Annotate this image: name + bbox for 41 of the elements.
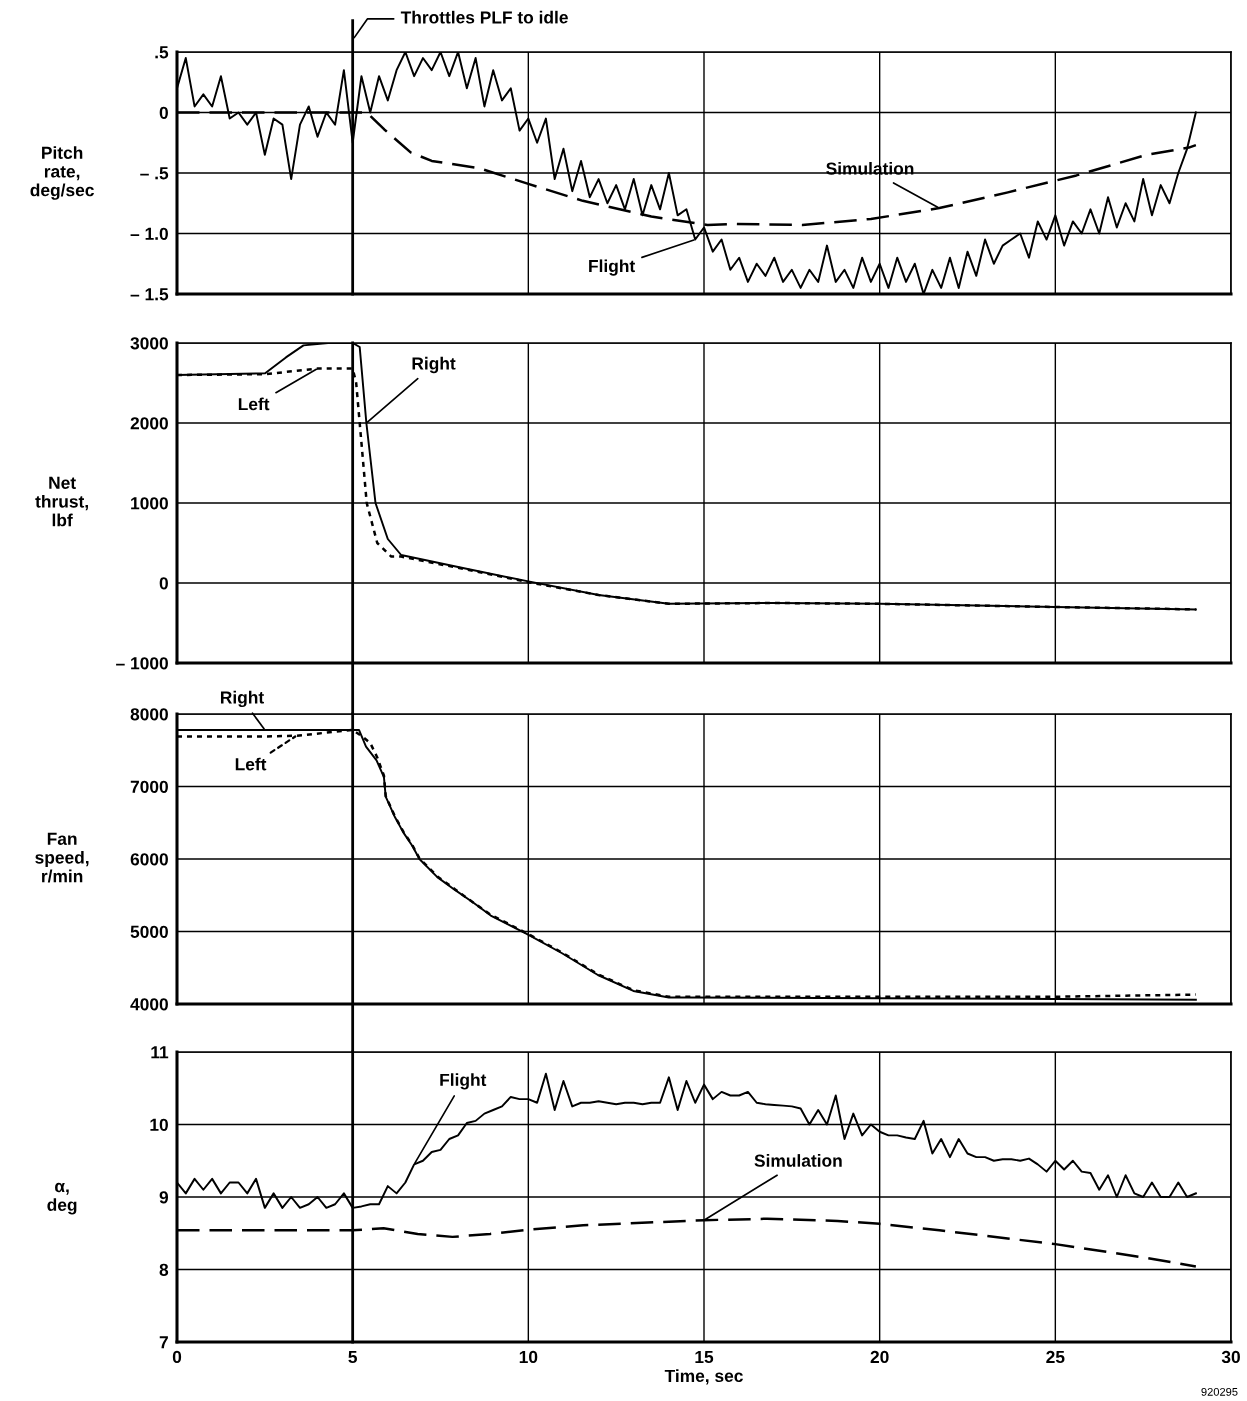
y-tick-label: 8: [159, 1263, 169, 1276]
y-tick-label: 0: [159, 106, 168, 119]
y-axis-title: α, deg: [47, 1182, 77, 1215]
y-tick-label: 9: [159, 1191, 169, 1204]
y-tick-label: – 1.0: [130, 227, 168, 240]
x-tick-label: 25: [1046, 1350, 1065, 1364]
x-tick-label: 0: [172, 1350, 182, 1364]
series-label: Flight: [440, 1073, 487, 1090]
y-tick-label: 7: [159, 1336, 168, 1349]
y-tick-label: – 1.5: [130, 288, 169, 301]
x-tick-label: 10: [519, 1350, 538, 1364]
y-tick-label: .5: [155, 46, 169, 59]
y-tick-label: 6000: [130, 853, 168, 866]
y-tick-label: 3000: [130, 337, 168, 350]
y-axis-title: Net thrust, lbf: [35, 476, 88, 527]
series-label: Right: [220, 690, 264, 708]
y-tick-label: 5000: [130, 925, 168, 938]
x-tick-label: 5: [348, 1350, 358, 1364]
x-tick-label: 15: [695, 1350, 714, 1364]
y-tick-label: 7000: [130, 780, 168, 793]
y-axis-title: Pitch rate, deg/sec: [30, 146, 94, 200]
y-tick-label: 2000: [130, 417, 168, 430]
x-tick-label: 20: [870, 1350, 889, 1364]
text: Simulation: [754, 1154, 842, 1167]
y-tick-label: – .5: [140, 167, 169, 180]
y-tick-label: 8000: [130, 708, 168, 721]
ref-line-label: Throttles PLF to idle: [400, 10, 568, 24]
x-tick-label: 30: [1221, 1350, 1240, 1364]
y-axis-title: Fan speed, r/min: [35, 832, 89, 883]
x-axis-title: Time, sec: [664, 1369, 743, 1385]
y-tick-label: 1000: [131, 497, 168, 510]
y-tick-label: 0: [159, 577, 168, 590]
text: Right: [412, 356, 456, 374]
text: Flight: [589, 259, 636, 276]
series-label: Left: [238, 397, 270, 411]
text: 920295: [1201, 1387, 1238, 1396]
y-tick-label: 10: [150, 1118, 168, 1131]
legend-label: Left: [235, 757, 267, 771]
y-tick-label: 11: [151, 1046, 169, 1059]
y-tick-label: – 1000: [116, 657, 168, 670]
y-tick-label: 4000: [130, 998, 168, 1011]
